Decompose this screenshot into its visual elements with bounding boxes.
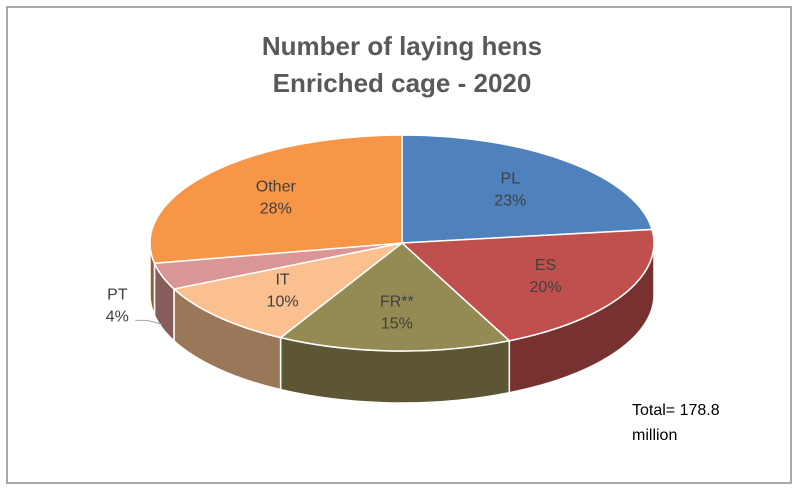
slice-label: Other — [256, 178, 297, 195]
slice-label: PT — [107, 287, 128, 304]
value-label: 28% — [260, 200, 292, 217]
value-label: 4% — [106, 309, 129, 326]
slice-label: FR** — [380, 293, 414, 310]
chart-subtitle: Enriched cage - 2020 — [273, 68, 532, 98]
slice — [401, 134, 654, 244]
slice-label: PL — [501, 171, 521, 188]
slice — [400, 228, 655, 342]
slice — [278, 242, 511, 352]
chart-title: Number of laying hens — [262, 31, 542, 61]
value-label: 10% — [267, 293, 299, 310]
value-label: 20% — [530, 279, 562, 296]
slice-label: IT — [275, 271, 289, 288]
annotation: million — [632, 427, 677, 444]
slice-label: ES — [535, 257, 556, 274]
value-label: 15% — [381, 315, 413, 332]
annotation: Total= 178.8 — [632, 402, 720, 419]
leader-line — [135, 319, 163, 325]
slice — [149, 134, 403, 265]
value-label: 23% — [494, 193, 526, 210]
slice — [172, 242, 403, 339]
